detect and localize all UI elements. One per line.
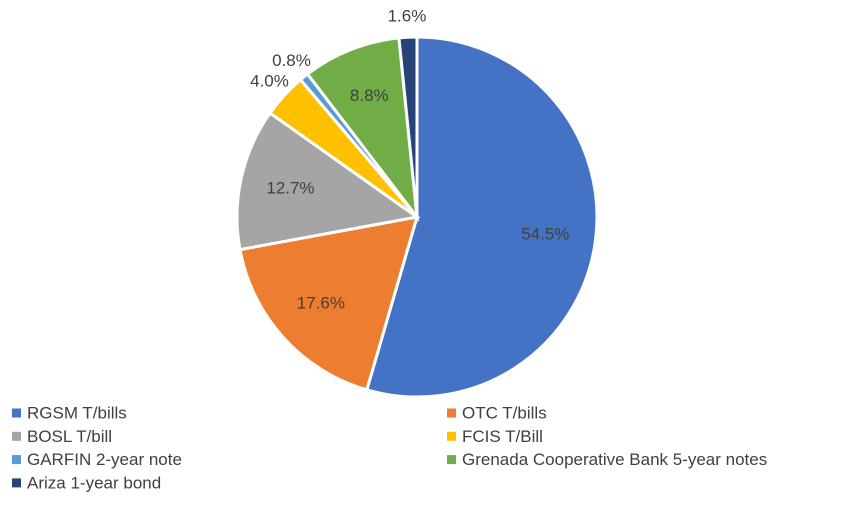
pie-slice — [238, 215, 420, 392]
pie-slice — [397, 35, 419, 218]
legend-swatch — [12, 431, 21, 441]
legend-label: OTC T/bills — [462, 403, 547, 422]
data-label: 0.8% — [272, 51, 311, 70]
legend-swatch — [12, 478, 21, 488]
legend-label: GARFIN 2-year note — [27, 450, 182, 469]
data-label: 4.0% — [250, 71, 289, 90]
legend-swatch — [12, 408, 21, 418]
pie-slice — [235, 110, 421, 252]
data-label: 1.6% — [388, 7, 427, 26]
data-label: 12.7% — [266, 179, 314, 198]
data-label: 17.6% — [297, 293, 345, 312]
legend-label: Ariza 1-year bond — [27, 473, 161, 492]
data-label: 54.5% — [521, 225, 569, 244]
legend-label: Grenada Cooperative Bank 5-year notes — [462, 450, 767, 469]
legend-swatch — [447, 431, 456, 441]
legend-label: RGSM T/bills — [27, 403, 127, 422]
legend-swatch — [447, 408, 456, 418]
legend-label: BOSL T/bill — [27, 427, 112, 446]
pie-slice — [305, 36, 420, 223]
pie-slice — [364, 35, 599, 399]
legend-label: FCIS T/Bill — [462, 427, 543, 446]
legend-swatch — [447, 455, 456, 465]
data-label: 8.8% — [350, 86, 389, 105]
legend-swatch — [12, 455, 21, 465]
